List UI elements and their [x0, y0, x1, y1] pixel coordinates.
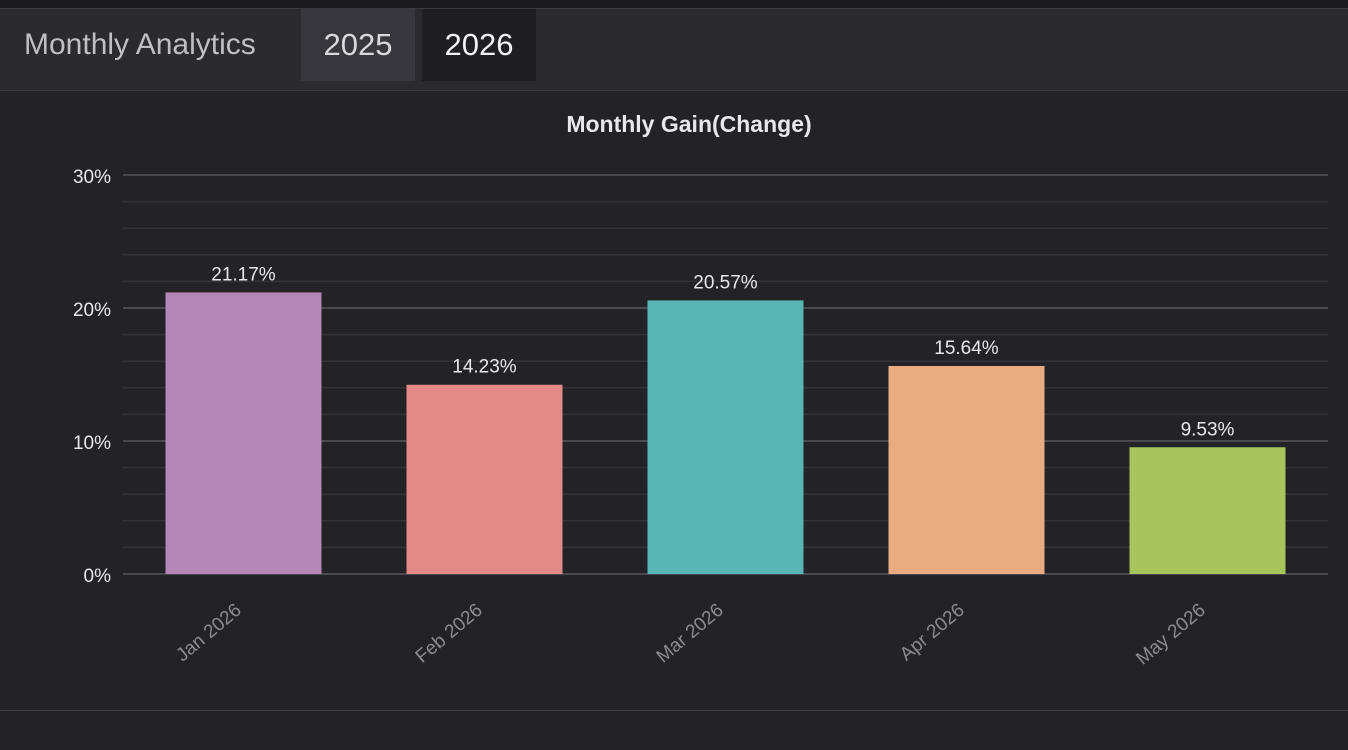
x-tick-label: Apr 2026	[896, 600, 969, 666]
data-label: 9.53%	[1181, 419, 1235, 440]
data-label: 20.57%	[693, 272, 758, 293]
y-tick-label: 10%	[73, 433, 111, 454]
bar	[406, 384, 563, 574]
bar	[888, 365, 1045, 574]
x-tick-label: May 2026	[1132, 600, 1209, 670]
y-tick-label: 0%	[84, 566, 112, 587]
x-axis-labels: Jan 2026 Feb 2026 Mar 2026 Apr 2026 May 2026	[172, 600, 1209, 670]
chart-title: Monthly Gain(Change)	[566, 111, 811, 137]
x-tick-label: Feb 2026	[412, 600, 487, 668]
data-label: 15.64%	[934, 338, 999, 359]
monthly-gain-chart: Monthly Gain(Change) 0% 10% 20% 30% 21.17% 1…	[73, 111, 1328, 670]
y-tick-label: 30%	[73, 167, 111, 188]
bars	[165, 292, 1286, 574]
data-label: 14.23%	[452, 357, 517, 378]
chart-area: Monthly Gain(Change) 0% 10% 20% 30% 21.17% 1…	[0, 91, 1348, 709]
x-tick-label: Jan 2026	[172, 600, 245, 666]
window-top-strip	[0, 0, 1348, 9]
tab-2025[interactable]: 2025	[301, 9, 415, 81]
bar	[647, 300, 804, 574]
tab-bar	[0, 9, 1348, 91]
y-axis-labels: 0% 10% 20% 30%	[73, 167, 111, 587]
tab-2026[interactable]: 2026	[422, 9, 536, 81]
bar	[165, 292, 322, 574]
y-tick-label: 20%	[73, 300, 111, 321]
bottom-divider	[0, 710, 1348, 711]
bar	[1129, 447, 1286, 574]
data-labels: 21.17% 14.23% 20.57% 15.64% 9.53%	[211, 264, 1234, 440]
x-tick-label: Mar 2026	[653, 600, 728, 668]
app-title: Monthly Analytics	[24, 28, 256, 61]
data-label: 21.17%	[211, 264, 276, 285]
